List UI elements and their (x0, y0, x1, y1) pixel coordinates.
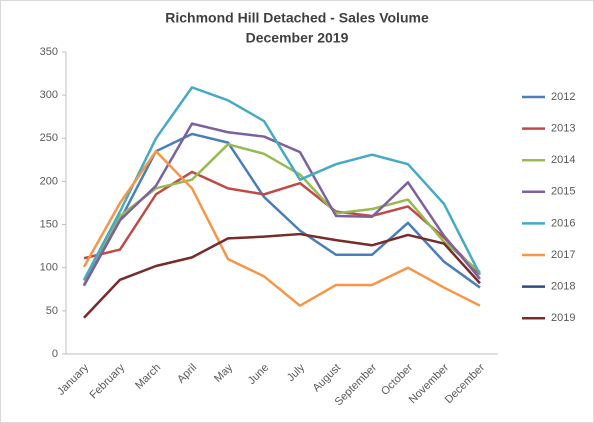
legend-label: 2017 (551, 249, 575, 261)
series-line (82, 132, 481, 289)
legend-label: 2018 (551, 281, 575, 293)
y-tick-label: 150 (40, 218, 58, 230)
series-line (82, 122, 481, 286)
series-line (82, 149, 481, 307)
legend-label: 2014 (551, 154, 575, 166)
series-line (82, 86, 482, 281)
y-tick-label: 250 (40, 132, 58, 144)
chart-title: Richmond Hill Detached - Sales Volume (165, 10, 429, 26)
legend-label: 2012 (551, 91, 575, 103)
legend-label: 2013 (551, 123, 575, 135)
y-tick-label: 200 (40, 175, 58, 187)
y-tick-label: 0 (52, 348, 58, 360)
legend-label: 2016 (551, 217, 575, 229)
y-tick-label: 300 (40, 89, 58, 101)
chart-subtitle: December 2019 (246, 30, 349, 46)
series-line (83, 232, 481, 319)
series-line (83, 170, 481, 276)
legend-label: 2015 (551, 186, 575, 198)
y-tick-label: 100 (40, 262, 58, 274)
y-tick-label: 50 (46, 305, 58, 317)
legend-label: 2019 (551, 312, 575, 324)
y-tick-label: 350 (40, 46, 58, 58)
